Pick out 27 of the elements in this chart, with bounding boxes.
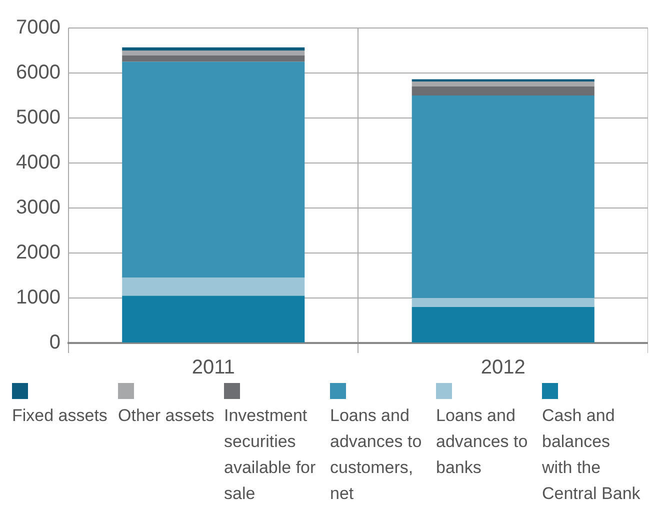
bar xyxy=(122,47,305,50)
y-tick-label: 1000 xyxy=(16,286,60,309)
y-tick-label: 3000 xyxy=(16,196,60,219)
bar xyxy=(412,86,594,96)
bar xyxy=(122,55,305,62)
y-tick-label: 2000 xyxy=(16,242,60,264)
bar xyxy=(412,82,594,86)
x-tick-label: 2011 xyxy=(192,356,235,379)
bar xyxy=(412,298,594,307)
y-tick-label: 6000 xyxy=(16,62,60,84)
legend-label: Other assets xyxy=(118,405,216,427)
bar xyxy=(122,50,305,56)
bar xyxy=(412,96,594,298)
legend-label: Investment securities available for sale xyxy=(224,405,317,505)
y-tick-label: 5000 xyxy=(16,106,60,129)
legend-label: Cash and balances with the Central Bank xyxy=(542,405,642,505)
bar xyxy=(122,278,305,296)
legend-label: Loans and advances to banks xyxy=(436,405,529,479)
bar xyxy=(412,307,594,342)
y-tick-label: 7000 xyxy=(16,16,60,39)
bar xyxy=(122,296,305,342)
y-tick-label: 0 xyxy=(49,332,60,354)
y-tick-label: 4000 xyxy=(16,152,60,174)
bar xyxy=(122,62,305,278)
x-tick-label: 2012 xyxy=(480,356,526,379)
legend-label: Fixed assets xyxy=(12,405,108,427)
legend-label: Loans and advances to customers, net xyxy=(330,405,423,505)
